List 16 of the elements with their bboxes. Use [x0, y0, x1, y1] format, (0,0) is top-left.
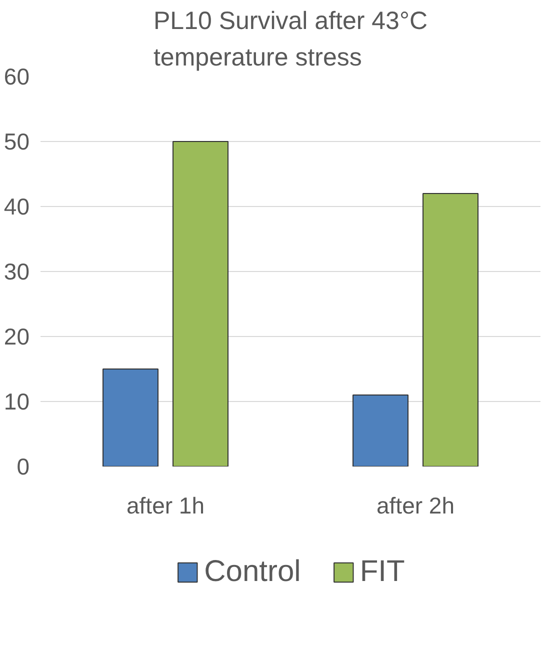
x-tick-label: after 2h — [376, 492, 454, 518]
bar — [102, 368, 158, 466]
y-tick-label: 30 — [4, 258, 30, 284]
y-tick-label: 0 — [16, 454, 30, 480]
bar — [422, 193, 478, 466]
x-tick-label: after 1h — [126, 492, 204, 518]
y-tick-label: 10 — [4, 388, 30, 414]
y-tick-label: 20 — [4, 324, 30, 350]
chart-title: PL10 Survival after 43°C temperature stress — [153, 7, 428, 72]
y-tick-label: 60 — [4, 64, 30, 90]
y-tick-label: 50 — [4, 128, 30, 154]
legend-label: FIT — [360, 554, 405, 589]
y-tick-label: 40 — [4, 194, 30, 220]
legend-label: Control — [204, 554, 301, 589]
bar — [172, 141, 228, 466]
bar — [352, 394, 408, 466]
